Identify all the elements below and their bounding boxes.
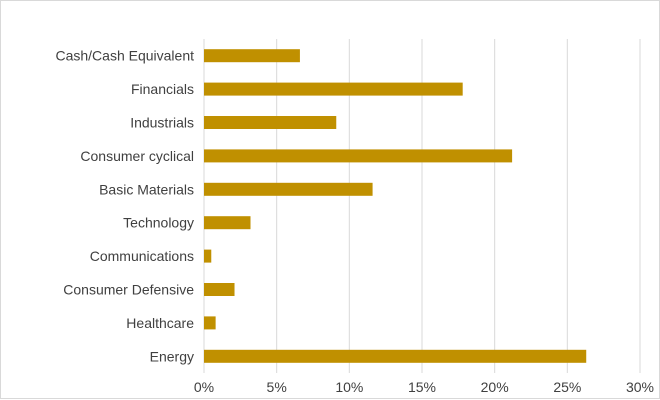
x-tick-label: 5% <box>267 379 287 395</box>
category-label: Industrials <box>130 115 194 131</box>
x-tick-label: 15% <box>408 379 436 395</box>
x-tick-label: 20% <box>481 379 509 395</box>
category-label: Basic Materials <box>99 181 194 197</box>
x-tick-label: 0% <box>194 379 214 395</box>
category-label: Consumer Defensive <box>63 282 194 298</box>
bar-consumer-cyclical <box>204 149 513 163</box>
category-label: Cash/Cash Equivalent <box>55 48 194 64</box>
bar-industrials <box>204 116 337 129</box>
category-label: Financials <box>131 81 194 97</box>
x-tick-label: 10% <box>335 379 363 395</box>
bar-energy <box>204 349 587 363</box>
category-label: Communications <box>90 248 194 264</box>
bar-cash-cash-equivalent <box>204 49 300 63</box>
bar-financials <box>204 82 463 96</box>
bar-healthcare <box>204 316 216 330</box>
bar-technology <box>204 216 251 230</box>
category-label: Consumer cyclical <box>80 148 194 164</box>
category-label: Energy <box>150 348 194 364</box>
x-tick-labels: 0% 5% 10% 15% 20% 25% 30% <box>194 379 654 395</box>
category-label: Technology <box>123 215 194 231</box>
bar-consumer-defensive <box>204 283 235 296</box>
category-label: Healthcare <box>126 315 194 331</box>
x-tick-label: 30% <box>626 379 654 395</box>
bars <box>204 49 587 363</box>
x-tick-label: 25% <box>553 379 581 395</box>
category-labels: Cash/Cash Equivalent Financials Industrial… <box>55 48 194 365</box>
bar-basic-materials <box>204 182 373 196</box>
bar-communications <box>204 249 212 263</box>
